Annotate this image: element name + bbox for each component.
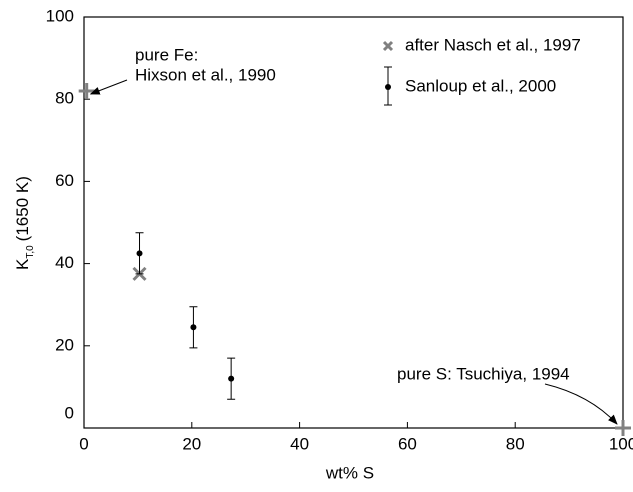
x-tick-label: 0 — [79, 434, 88, 453]
annotation-text: Hixson et al., 1990 — [135, 65, 276, 84]
y-tick-label: 100 — [46, 6, 74, 25]
y-axis-label: KT,0(1650 K) — [13, 176, 35, 270]
annotation-arrow — [89, 79, 128, 95]
y-tick-label: 20 — [55, 335, 74, 354]
x-tick-label: 100 — [609, 434, 633, 453]
x-tick-label: 60 — [398, 434, 417, 453]
x-tick-label: 20 — [182, 434, 201, 453]
annotation-text: pure Fe: — [135, 45, 198, 64]
y-tick-label: 60 — [55, 171, 74, 190]
plot-frame — [83, 16, 624, 429]
annotation-text: pure S: Tsuchiya, 1994 — [397, 364, 570, 383]
y-tick-label: 40 — [55, 253, 74, 272]
annotation-marker — [615, 420, 631, 436]
annotation-arrow — [544, 383, 618, 425]
legend-label: Sanloup et al., 2000 — [405, 76, 556, 95]
legend-marker — [385, 84, 391, 90]
y-label-main: KT,0(1650 K) — [13, 176, 35, 270]
y-tick-label: 0 — [65, 403, 74, 422]
x-tick-label: 40 — [290, 434, 309, 453]
point — [228, 375, 235, 382]
legend-marker — [382, 40, 394, 52]
x-tick-label: 80 — [506, 434, 525, 453]
point — [136, 250, 143, 257]
x-axis-label: wt% S — [325, 463, 374, 482]
point — [190, 324, 197, 331]
y-tick-label: 80 — [55, 89, 74, 108]
legend-label: after Nasch et al., 1997 — [405, 35, 581, 54]
annotation-marker — [78, 82, 95, 99]
